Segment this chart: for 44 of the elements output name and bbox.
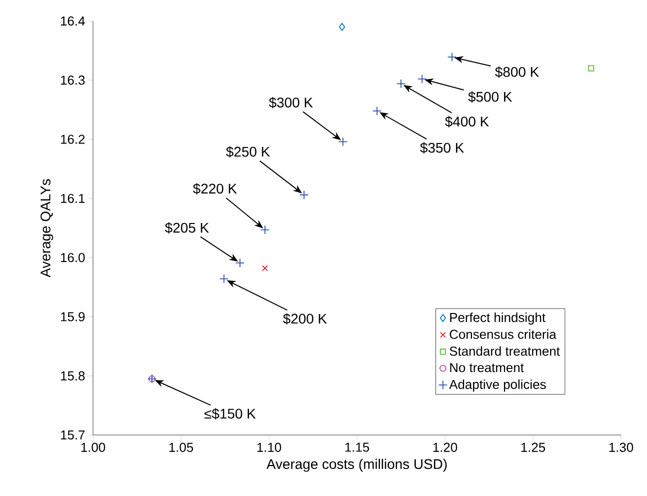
point [235, 258, 245, 268]
annotation: $350 K [420, 142, 464, 154]
annotation: $200 K [283, 313, 327, 325]
x-tick-label: 1.25 [521, 442, 546, 452]
point [338, 22, 346, 31]
annotation: $205 K [165, 222, 209, 234]
legend-label: Adaptive policies [449, 380, 546, 392]
x-tick-label: 1.30 [609, 442, 634, 452]
point [396, 79, 406, 88]
legend-label: Consensus criteria [450, 329, 556, 339]
x-tick-label: 1.15 [345, 442, 370, 452]
annotation: ≤$150 K [204, 408, 256, 420]
annotation: $400 K [445, 116, 489, 128]
annotation: $220 K [193, 183, 237, 194]
x-axis-title: Average costs (millions USD) [266, 458, 447, 472]
point [417, 74, 427, 84]
legend-label: No treatment [450, 363, 524, 372]
y-axis-title: Average QALYs [40, 179, 54, 278]
point [299, 190, 309, 200]
y-tick-label: 16.3 [61, 76, 85, 85]
x-tick-label: 1.10 [257, 442, 282, 452]
y-tick-label: 15.8 [61, 371, 85, 380]
x-tick-label: 1.20 [433, 442, 458, 452]
y-tick-label: 16.1 [61, 194, 85, 204]
annotation: $800 K [495, 66, 539, 78]
legend-label: Perfect hindsight [450, 312, 546, 325]
x-tick-label: 1.05 [169, 442, 194, 452]
point [338, 137, 348, 146]
point [260, 225, 270, 234]
y-tick-label: 15.9 [61, 312, 85, 322]
point [219, 274, 229, 284]
y-tick-label: 16.2 [61, 134, 85, 144]
annotation: $500 K [468, 91, 512, 103]
y-tick-label: 15.7 [61, 430, 85, 440]
point [447, 52, 457, 62]
annotation: $250 K [226, 146, 270, 158]
annotation: $300 K [268, 97, 313, 108]
x-tick-label: 1.00 [81, 442, 106, 452]
legend-label: Standard treatment [450, 346, 560, 356]
y-tick-label: 16.4 [61, 16, 85, 26]
point [372, 106, 382, 116]
point [588, 65, 594, 72]
y-tick-label: 16.0 [61, 252, 85, 262]
point [262, 265, 268, 272]
